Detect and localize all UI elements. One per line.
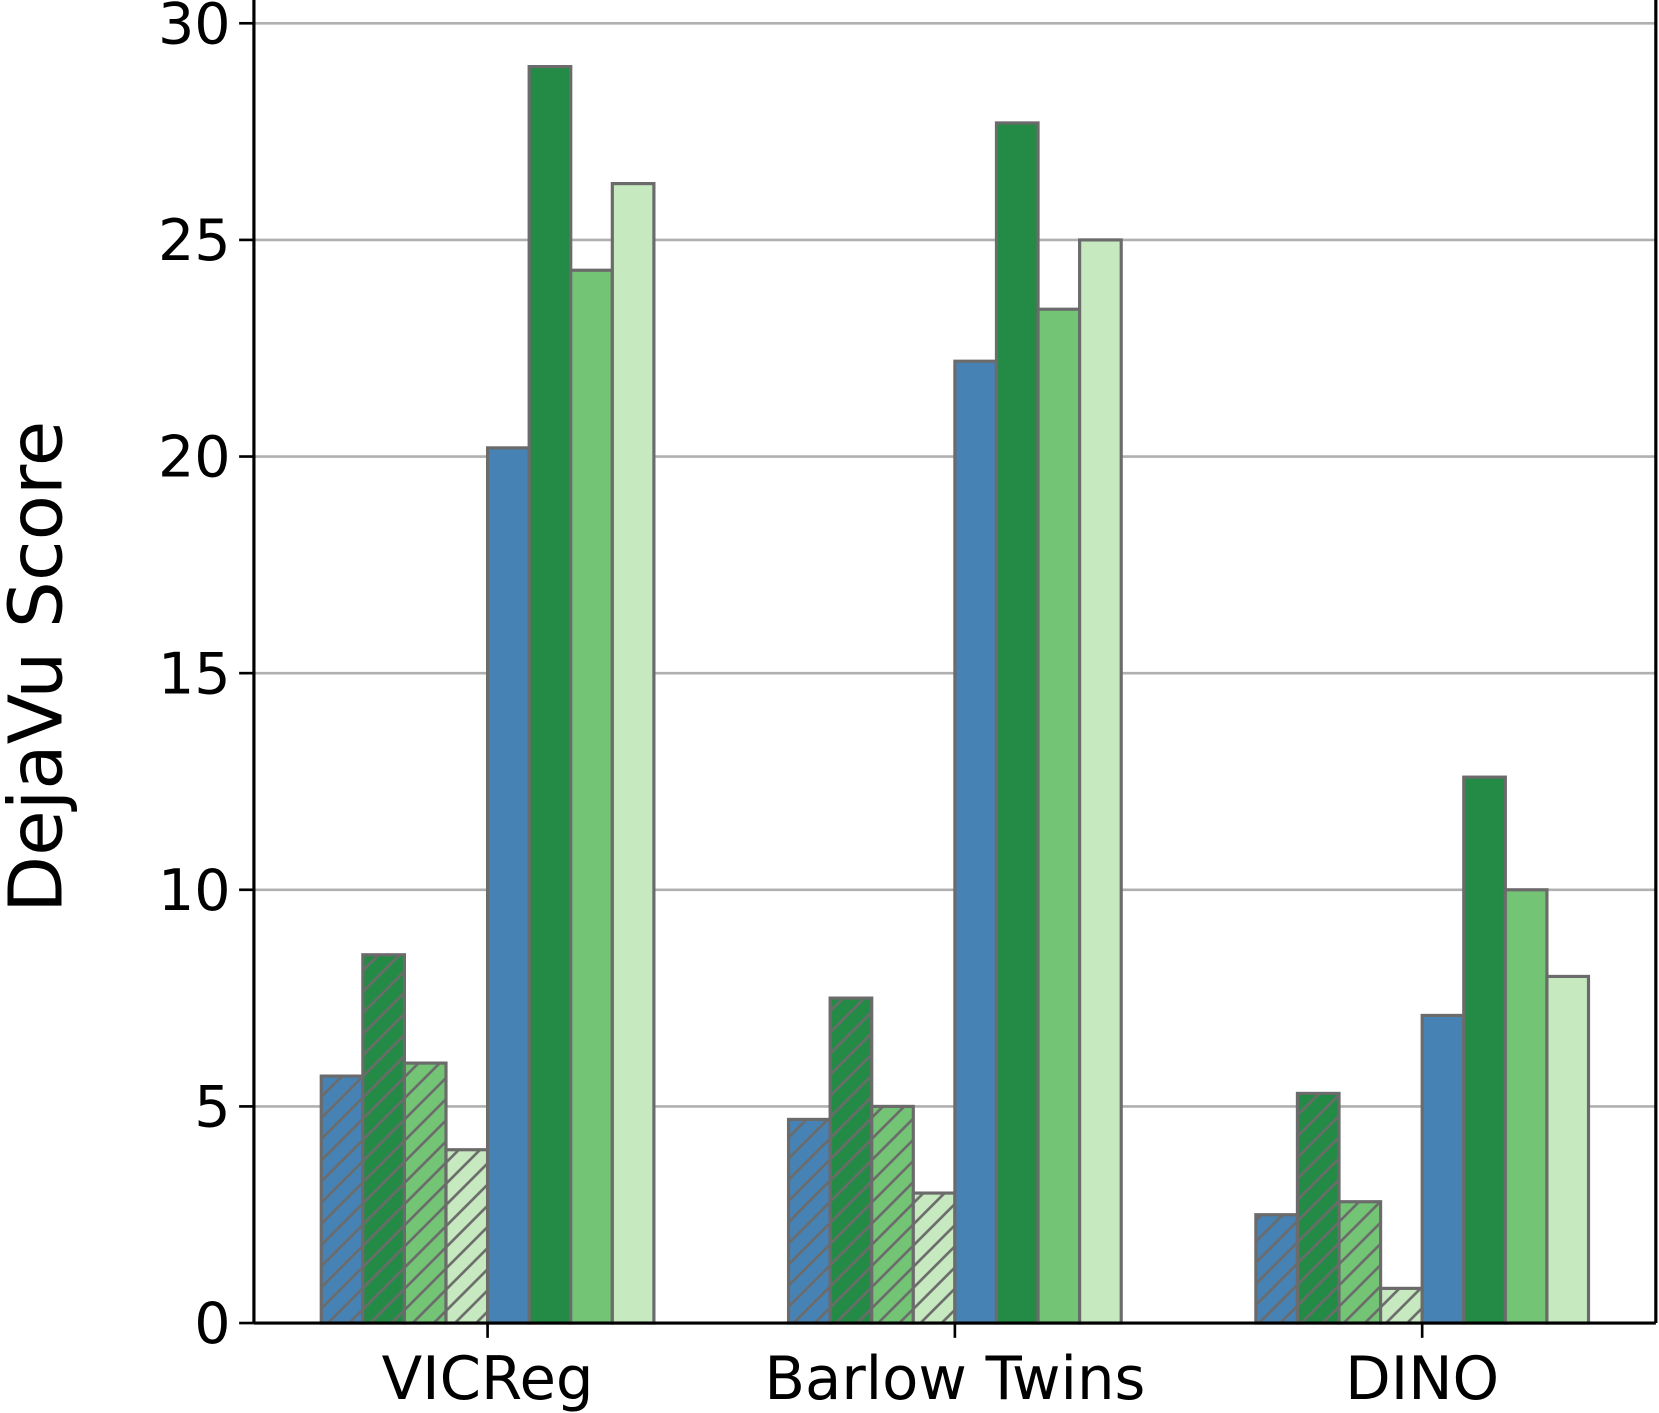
bar [402,1061,448,1325]
x-tick-label: DINO [1345,1344,1499,1413]
bar [828,996,874,1325]
bar [1462,775,1507,1325]
x-tick-label: VICReg [382,1344,594,1413]
y-axis-label: DejaVu Score [0,421,79,913]
bar [319,1074,365,1325]
bar [1036,307,1082,1325]
bar [870,1104,915,1325]
bar [527,65,573,1325]
bar [1254,1213,1300,1325]
bar [1379,1286,1424,1325]
bar [1503,888,1549,1325]
bar [569,268,614,1325]
bar [1078,238,1123,1325]
x-tick-label: Barlow Twins [764,1344,1145,1413]
y-tick-label: 15 [158,641,231,707]
bar [1545,974,1591,1325]
bar [610,182,656,1325]
bar [485,446,531,1325]
bar [786,1117,832,1325]
bar [1295,1091,1341,1325]
bar [1337,1200,1383,1325]
bar [361,953,407,1325]
bar [953,359,999,1325]
bar [1420,1013,1466,1325]
y-tick-label: 30 [158,0,231,57]
y-tick-label: 10 [158,858,231,924]
y-tick-label: 20 [158,425,231,491]
bar [911,1191,957,1325]
y-tick-label: 0 [194,1291,230,1357]
bar [994,121,1040,1325]
y-tick-label: 5 [194,1075,230,1141]
y-tick-label: 25 [158,208,231,274]
bar [444,1148,490,1325]
